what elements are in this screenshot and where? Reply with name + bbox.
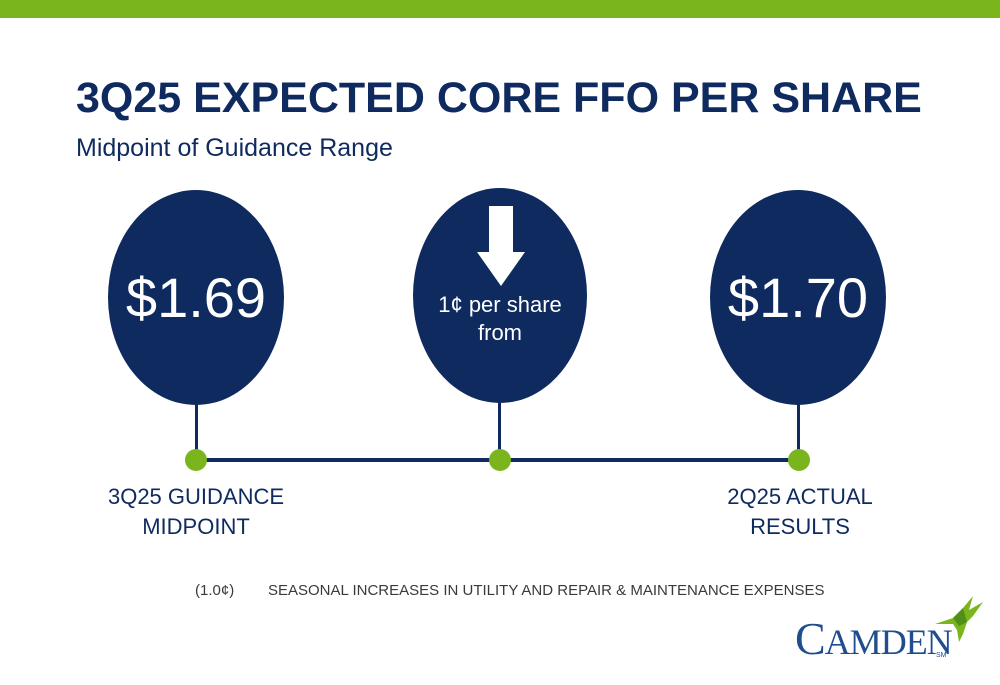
- hummingbird-icon: [935, 596, 983, 642]
- top-accent-bar: [0, 0, 1000, 18]
- page-subtitle: Midpoint of Guidance Range: [76, 134, 393, 162]
- timeline-dot-left: [185, 449, 207, 471]
- logo-wordmark: CAMDEN: [795, 612, 953, 665]
- change-circle: 1¢ per share from: [413, 188, 587, 403]
- change-text: 1¢ per share from: [413, 291, 587, 347]
- logo-trademark: SM: [936, 652, 947, 659]
- guidance-label-line2: MIDPOINT: [142, 514, 250, 539]
- logo-cap: C: [795, 613, 826, 664]
- footnote-amount: (1.0¢): [195, 582, 235, 599]
- timeline-dot-middle: [489, 449, 511, 471]
- logo-rest: AMDEN: [824, 622, 953, 662]
- change-text-line1: 1¢ per share: [438, 292, 562, 317]
- guidance-midpoint-circle: $1.69: [108, 190, 284, 405]
- change-text-line2: from: [478, 320, 522, 345]
- actual-label-line1: 2Q25 ACTUAL: [727, 484, 873, 509]
- guidance-label-line1: 3Q25 GUIDANCE: [107, 484, 285, 509]
- guidance-midpoint-value: $1.69: [125, 265, 267, 329]
- stem-right: [797, 404, 800, 460]
- guidance-midpoint-label: 3Q25 GUIDANCE MIDPOINT: [96, 482, 296, 542]
- timeline-dot-right: [788, 449, 810, 471]
- stem-left: [195, 404, 198, 460]
- camden-logo: CAMDEN SM: [795, 594, 985, 674]
- page-title: 3Q25 EXPECTED CORE FFO PER SHARE: [76, 74, 922, 122]
- down-arrow-icon: [477, 206, 525, 286]
- stem-middle: [498, 402, 501, 460]
- footnote-description: SEASONAL INCREASES IN UTILITY AND REPAIR…: [268, 582, 825, 599]
- actual-results-label: 2Q25 ACTUAL RESULTS: [700, 482, 900, 542]
- actual-label-line2: RESULTS: [750, 514, 850, 539]
- actual-results-circle: $1.70: [710, 190, 886, 405]
- actual-results-value: $1.70: [727, 265, 869, 329]
